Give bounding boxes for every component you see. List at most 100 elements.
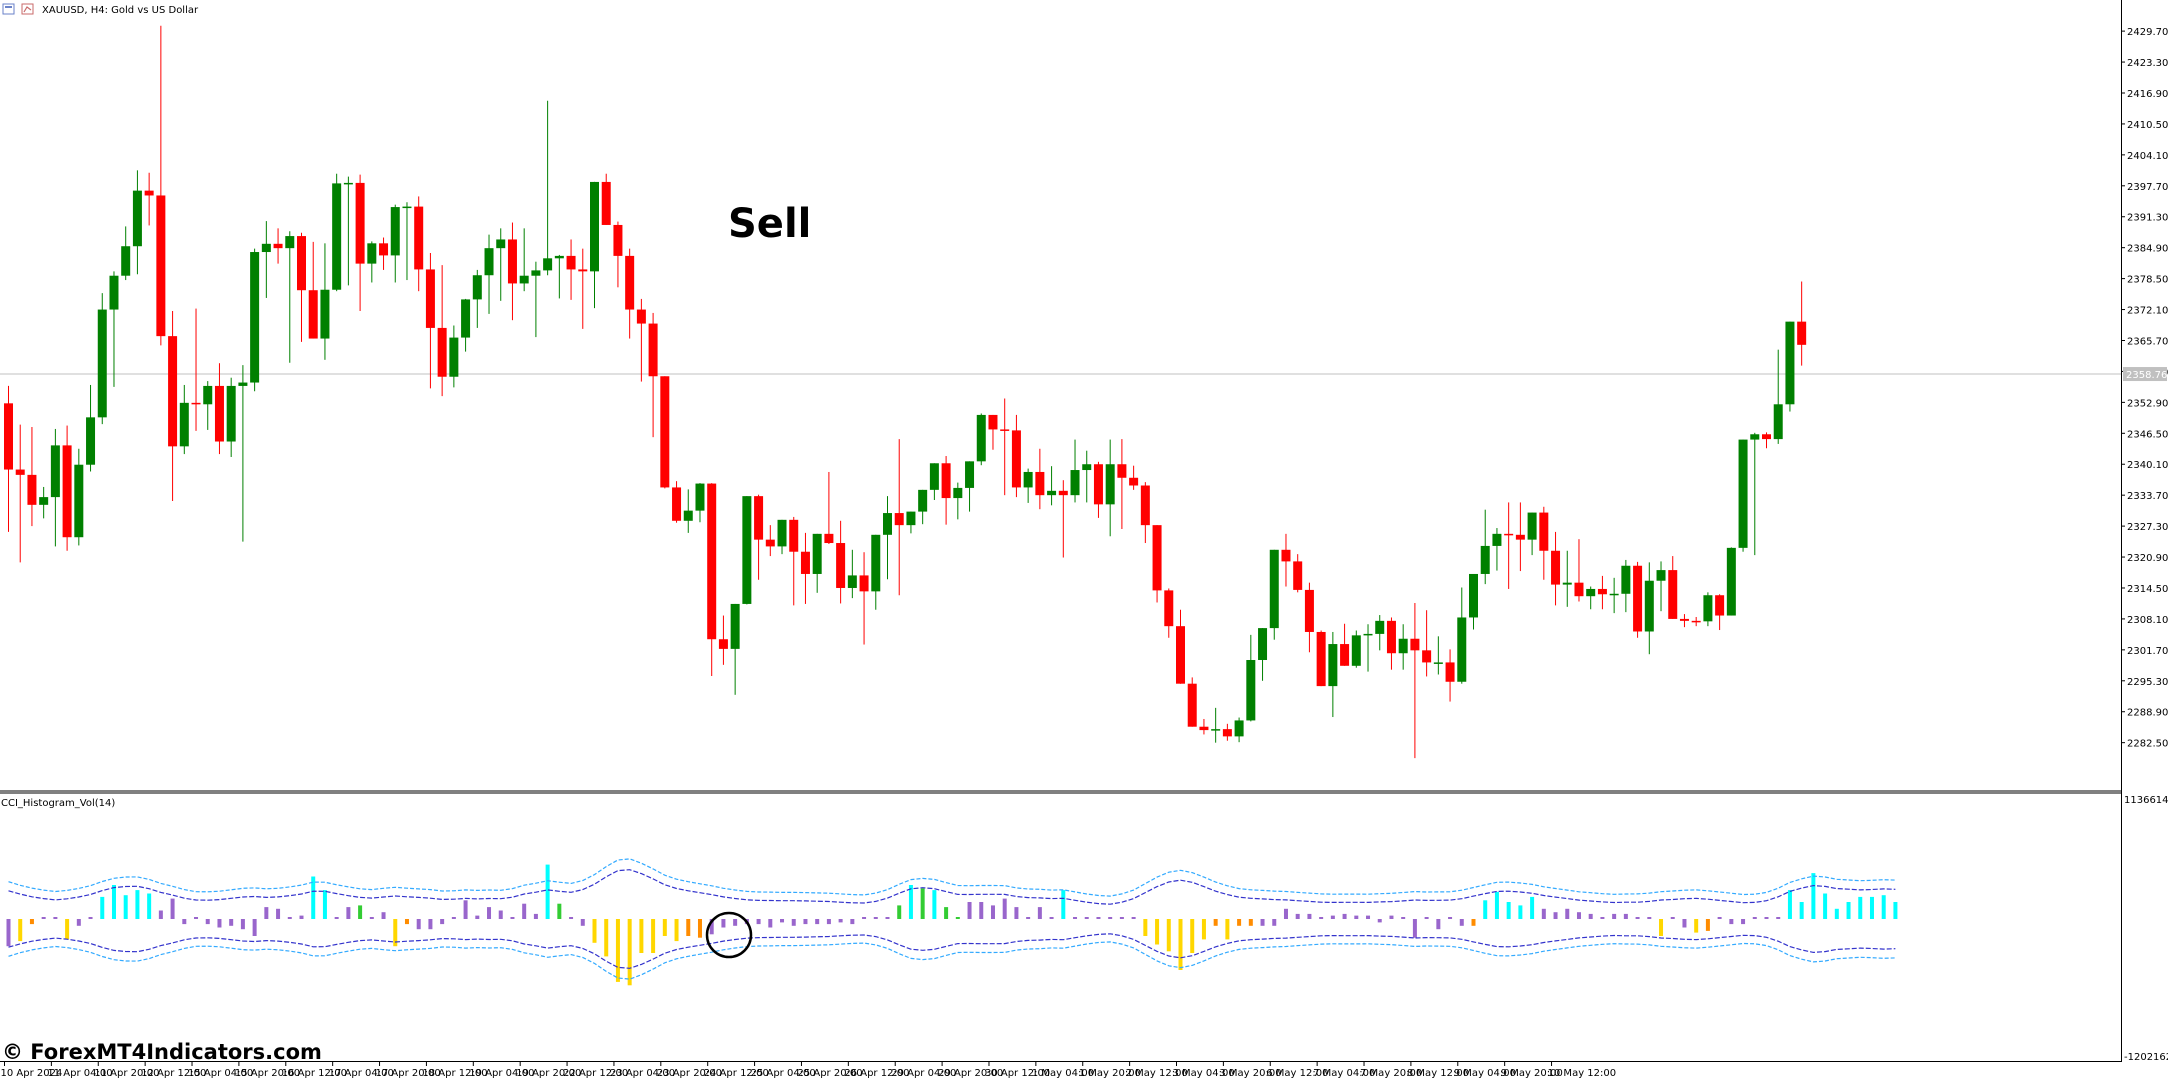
histogram-bar [205, 919, 210, 925]
candle-body [109, 275, 119, 310]
candle [1340, 623, 1350, 666]
time-tick-label: 29 Apr 20:00 [938, 1068, 1003, 1079]
candle-body [1691, 620, 1701, 623]
candle-body [1750, 434, 1760, 440]
candle [941, 456, 951, 525]
candle [625, 248, 635, 339]
histogram-bar [1471, 919, 1476, 926]
histogram-bar [791, 919, 796, 926]
price-tick-label: 2429.70 [2127, 27, 2168, 38]
histogram-bar [1096, 917, 1101, 919]
histogram-bar [76, 919, 81, 926]
candle [449, 325, 459, 388]
time-tick-label: 9 May 20:00 [1501, 1068, 1563, 1079]
trade-icon[interactable] [21, 3, 34, 15]
candle [1047, 466, 1057, 506]
time-tick-label: 17 Apr 04:00 [329, 1068, 394, 1079]
chart-window-icon[interactable] [2, 3, 15, 15]
histogram-bar [334, 917, 339, 919]
candle-body [1644, 580, 1654, 632]
histogram-bar [440, 919, 445, 925]
candle [1140, 482, 1150, 544]
histogram-bar [990, 905, 995, 919]
histogram-bar [194, 917, 199, 919]
histogram-bar [1881, 895, 1886, 919]
histogram-bar [1846, 902, 1851, 919]
time-tick-label: 10 May 12:00 [1548, 1068, 1617, 1079]
candle [871, 534, 881, 610]
candle [414, 196, 424, 292]
histogram-bar [1553, 912, 1558, 919]
candle-body [519, 275, 529, 284]
candle-body [929, 463, 939, 490]
candle [1082, 450, 1092, 503]
candle [789, 516, 799, 606]
histogram-bar [322, 890, 327, 919]
price-axis[interactable]: 2429.70 2423.30 2416.90 2410.50 2404.10 2397.… [2121, 0, 2168, 1063]
candle [1187, 677, 1197, 727]
candle-body [1363, 633, 1373, 636]
panel-separator[interactable] [0, 790, 2122, 794]
candle-body [1281, 549, 1291, 562]
candle [1304, 582, 1314, 653]
candle-body [27, 474, 37, 505]
candle [425, 252, 435, 389]
candle-body [179, 402, 189, 447]
price-tick-label: 2314.50 [2127, 584, 2168, 595]
time-tick-label: 18 Apr 12:00 [422, 1068, 487, 1079]
candle-body [1586, 588, 1596, 597]
histogram-bar [1237, 919, 1242, 926]
candle [1000, 398, 1010, 496]
candle-body [625, 255, 635, 310]
candle [1562, 550, 1572, 607]
histogram-bar [533, 913, 538, 919]
candle [883, 496, 892, 580]
candle-body [859, 575, 869, 592]
price-panel[interactable] [0, 25, 2121, 759]
candle-body [15, 469, 25, 475]
histogram-bar [1424, 917, 1429, 919]
histogram-bar [1682, 919, 1687, 928]
price-tick-label: 2372.10 [2127, 306, 2168, 317]
time-tick-label: 7 May 20:00 [1360, 1068, 1422, 1079]
candle-body [1105, 464, 1115, 505]
candle-body [965, 461, 975, 488]
candle-body [1762, 434, 1771, 440]
candle [929, 463, 939, 501]
indicator-panel[interactable]: CCI_Histogram_Vol(14) [1, 798, 1898, 986]
histogram-bar [697, 919, 702, 938]
histogram-bar [29, 919, 34, 925]
histogram-bar [721, 919, 726, 928]
time-tick-label: 15 Apr 04:00 [188, 1068, 253, 1079]
candle-body [1633, 565, 1643, 632]
candle-body [261, 243, 271, 253]
candle [1785, 321, 1795, 412]
price-tick-label: 2352.90 [2127, 398, 2168, 409]
candle [1797, 281, 1807, 366]
histogram-bar [1565, 908, 1570, 919]
price-tick-label: 2404.10 [2127, 151, 2168, 162]
histogram-bar [1143, 919, 1148, 936]
price-tick-label: 2378.50 [2127, 275, 2168, 286]
candle-body [461, 299, 471, 338]
candle [918, 489, 928, 525]
histogram-bar [1401, 917, 1406, 919]
candle [437, 265, 447, 397]
candle-body [1316, 631, 1326, 687]
histogram-bar [826, 919, 831, 925]
candles-layer [4, 25, 1807, 759]
candle-body [214, 385, 224, 442]
candle [97, 293, 107, 425]
histogram-bar [428, 919, 433, 930]
histogram-bar [627, 919, 632, 986]
candle-body [1668, 570, 1678, 619]
candle-body [425, 269, 435, 328]
candle [519, 228, 529, 292]
candle [1469, 573, 1478, 630]
candle-body [1492, 533, 1502, 546]
histogram-bar [451, 917, 456, 919]
candle-body [695, 483, 705, 511]
histogram-bar [1073, 917, 1078, 919]
